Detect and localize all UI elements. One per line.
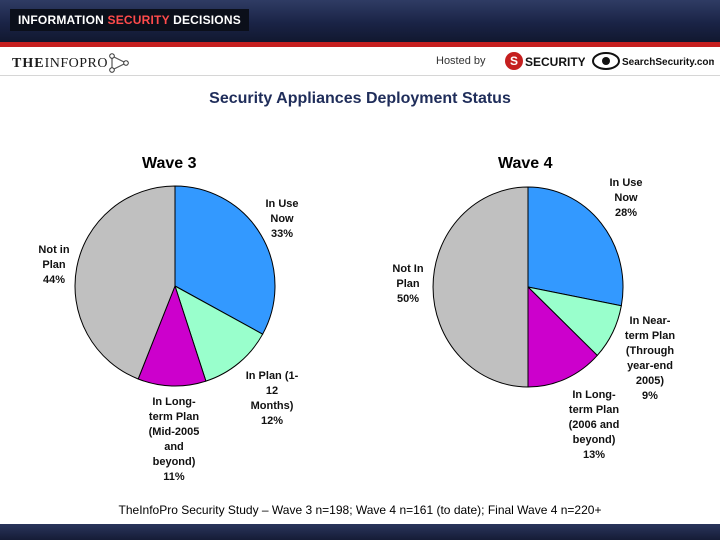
logo-pro: PRO xyxy=(79,56,108,71)
wave-4-pie xyxy=(432,186,624,388)
wave-3-pie xyxy=(74,185,276,387)
logo-the: THE xyxy=(12,56,45,71)
wave-4-label-long-term: In Long- term Plan (2006 and beyond) 13% xyxy=(568,389,620,461)
theinfopro-network-icon xyxy=(109,53,129,73)
wave-3-label-in-plan: In Plan (1- 12 Months) 12% xyxy=(245,370,299,427)
logo-info: INFO xyxy=(44,56,80,71)
banner-accent-line xyxy=(0,42,720,47)
badge-text-main: INFORMATION xyxy=(18,13,108,27)
badge-text-accent: SECURITY xyxy=(107,13,170,27)
wave-3-label-in-use: In Use Now 33% xyxy=(265,198,299,240)
information-security-decisions-logo: INFORMATION SECURITY DECISIONS xyxy=(10,9,249,31)
chart-title: Security Appliances Deployment Status xyxy=(209,90,511,107)
wave-3-slice-in-use xyxy=(174,185,276,335)
wave-4-label-not-in-plan: Not In Plan 50% xyxy=(392,263,424,305)
top-banner: INFORMATION SECURITY DECISIONS xyxy=(0,0,720,42)
wave-4-label-near-term: In Near- term Plan (Through year-end 200… xyxy=(624,315,676,402)
wave-4-slice-not-in-plan xyxy=(432,186,529,388)
search-logo-text: SearchSecurity.com xyxy=(622,57,714,68)
theinfopro-logo: THEINFOPRO xyxy=(12,56,108,72)
searchsecurity-logo: SearchSecurity.com xyxy=(592,52,714,70)
wave-3-slice-long-term xyxy=(137,284,207,387)
wave-4-slice-in-use xyxy=(527,186,624,307)
badge-text-end: DECISIONS xyxy=(169,13,241,27)
footnote: TheInfoPro Security Study – Wave 3 n=198… xyxy=(118,503,602,517)
wave-3-title: Wave 3 xyxy=(142,155,197,172)
wave-4-label-in-use: In Use Now 28% xyxy=(609,177,643,219)
svg-text:S: S xyxy=(510,54,518,68)
information-security-logo: S SECURITY xyxy=(505,52,585,70)
sponsor-strip xyxy=(0,47,720,76)
wave-3-label-not-in-plan: Not in Plan 44% xyxy=(38,244,70,286)
wave-4-title: Wave 4 xyxy=(498,155,553,172)
wave-4-slice-long-term xyxy=(527,285,598,388)
bottom-banner xyxy=(0,524,720,540)
security-logo-text: SECURITY xyxy=(525,55,585,69)
wave-3-label-long-term: In Long- term Plan (Mid-2005 and beyond)… xyxy=(148,396,200,483)
wave-3-slice-not-in-plan xyxy=(74,185,176,380)
hosted-by-text: Hosted by xyxy=(436,55,486,67)
wave-3-slice-near-term xyxy=(174,284,264,382)
